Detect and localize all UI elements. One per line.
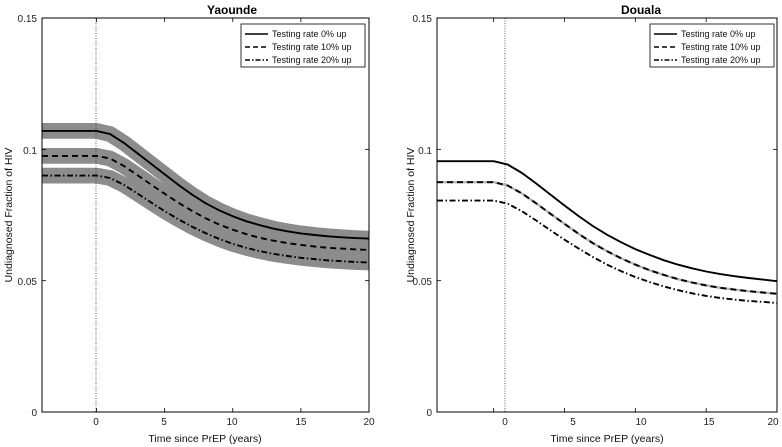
chart-title-yaounde: Yaounde [207, 3, 257, 17]
y-tick-label: 0.15 [413, 14, 433, 25]
legend-label: Testing rate 0% up [681, 29, 756, 39]
y-tick-label: 0.15 [18, 14, 38, 25]
axis-ticks-douala [437, 17, 778, 413]
x-tick-label: 10 [226, 417, 238, 428]
plot-frame-yaounde [41, 17, 370, 413]
panel-douala: Douala 0 0.05 0.1 0.15 0 5 10 15 20 Time… [405, 3, 779, 445]
ci-bands-yaounde [42, 122, 370, 271]
x-tick-label: 15 [295, 417, 307, 428]
legend-label: Testing rate 20% up [272, 55, 352, 65]
legend-label: Testing rate 10% up [272, 42, 352, 52]
series-lines-douala [437, 160, 778, 304]
y-tick-label: 0.1 [23, 146, 37, 157]
y-axis-label-yaounde: Undiagnosed Fraction of HIV [3, 148, 15, 283]
series-line-dashed [42, 154, 370, 251]
x-tick-label: 20 [363, 417, 375, 428]
y-tick-label: 0 [31, 408, 37, 419]
series-lines-yaounde [42, 129, 370, 264]
x-tick-label: 5 [161, 417, 167, 428]
series-line-solid [42, 129, 370, 240]
panel-yaounde: Yaounde 0 0.05 0.1 0.15 0 5 10 15 20 Tim… [3, 3, 375, 445]
series-underlay [437, 180, 778, 295]
series-line-dashed [437, 181, 778, 295]
series-line-solid [437, 160, 778, 283]
y-tick-label: 0.05 [18, 277, 38, 288]
chart-title-douala: Douala [621, 3, 661, 17]
legend-label: Testing rate 10% up [681, 42, 761, 52]
x-axis-label-douala: Time since PrEP (years) [550, 433, 663, 445]
x-tick-label: 15 [703, 417, 715, 428]
x-tick-label: 10 [635, 417, 647, 428]
y-tick-label: 0.1 [418, 146, 432, 157]
legend-douala: Testing rate 0% up Testing rate 10% up T… [649, 23, 775, 68]
y-tick-label: 0.05 [413, 277, 433, 288]
x-tick-label: 5 [570, 417, 576, 428]
x-tick-label: 0 [502, 417, 508, 428]
y-axis-label-douala: Undiagnosed Fraction of HIV [405, 148, 417, 283]
legend-label: Testing rate 0% up [272, 29, 347, 39]
axis-ticks-yaounde [42, 17, 370, 413]
legend-label: Testing rate 20% up [681, 55, 761, 65]
x-axis-label-yaounde: Time since PrEP (years) [148, 433, 261, 445]
x-tick-label: 0 [93, 417, 99, 428]
series-line-dashdot [42, 174, 370, 264]
legend-box [649, 23, 775, 68]
legend-yaounde: Testing rate 0% up Testing rate 10% up T… [240, 23, 366, 68]
y-tick-label: 0 [426, 408, 432, 419]
x-tick-label: 20 [767, 417, 779, 428]
legend-box [240, 23, 366, 68]
plot-frame-douala [436, 17, 778, 413]
series-line-dashdot [437, 199, 778, 304]
